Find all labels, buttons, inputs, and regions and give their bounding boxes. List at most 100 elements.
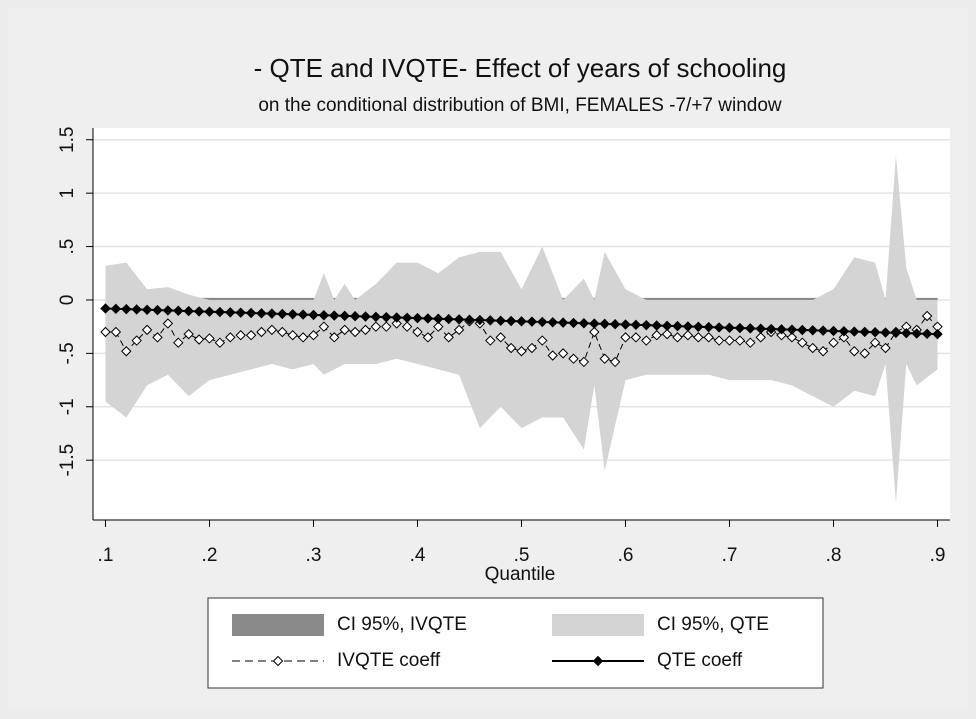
coeff-marker bbox=[297, 309, 309, 320]
coeff-marker bbox=[391, 318, 402, 329]
coeff-marker bbox=[609, 319, 621, 330]
coeff-marker bbox=[921, 310, 933, 322]
coeff-marker bbox=[433, 313, 444, 324]
coeff-marker bbox=[786, 324, 798, 335]
coeff-marker bbox=[641, 335, 652, 346]
coeff-marker bbox=[308, 330, 319, 341]
coeff-marker bbox=[557, 317, 569, 328]
coeff-marker bbox=[828, 337, 839, 348]
coeff-marker bbox=[807, 325, 818, 336]
coeff-marker bbox=[401, 321, 413, 332]
coeff-marker bbox=[214, 337, 226, 348]
coeff-marker bbox=[131, 304, 142, 315]
coeff-marker bbox=[568, 317, 579, 329]
coeff-marker bbox=[630, 332, 642, 343]
coeff-marker bbox=[422, 332, 434, 343]
coeff-marker bbox=[339, 310, 350, 322]
coeff-marker bbox=[526, 342, 538, 354]
coeff-marker bbox=[453, 314, 465, 325]
coeff-marker bbox=[266, 324, 278, 336]
coeff-marker bbox=[360, 311, 371, 322]
coeff-marker bbox=[391, 312, 402, 323]
legend-swatch bbox=[552, 614, 644, 636]
x-tick-label: .9 bbox=[930, 545, 946, 566]
coeff-marker bbox=[745, 337, 756, 348]
coeff-marker bbox=[422, 313, 434, 324]
x-tick-label: .3 bbox=[306, 545, 322, 566]
coeff-marker bbox=[765, 323, 777, 335]
coeff-marker bbox=[433, 321, 444, 332]
coeff-marker bbox=[204, 333, 215, 344]
coeff-marker bbox=[776, 330, 787, 341]
y-tick-label: 1.5 bbox=[57, 127, 78, 153]
coeff-marker bbox=[911, 328, 922, 339]
coeff-marker bbox=[537, 316, 548, 328]
coeff-marker bbox=[193, 306, 205, 317]
coeff-marker bbox=[214, 306, 226, 318]
y-tick-label: -1 bbox=[57, 398, 78, 415]
coeff-marker bbox=[121, 346, 132, 357]
coeff-marker bbox=[651, 330, 662, 341]
coeff-marker bbox=[193, 334, 205, 345]
coeff-marker bbox=[443, 313, 454, 325]
coeff-marker bbox=[589, 318, 600, 329]
coeff-marker bbox=[277, 308, 288, 320]
coeff-marker bbox=[682, 330, 694, 341]
coeff-marker bbox=[921, 328, 933, 340]
x-tick-label: .1 bbox=[98, 545, 114, 566]
x-tick-label: .7 bbox=[722, 545, 738, 566]
coeff-marker bbox=[589, 326, 600, 338]
coeff-marker bbox=[162, 318, 174, 329]
coeff-marker bbox=[755, 332, 766, 343]
coeff-marker bbox=[901, 327, 912, 339]
coeff-marker bbox=[693, 321, 704, 332]
coeff-marker bbox=[682, 321, 694, 332]
coeff-marker bbox=[797, 324, 808, 336]
chart-title: - QTE and IVQTE- Effect of years of scho… bbox=[254, 53, 787, 83]
coeff-marker bbox=[152, 332, 163, 343]
coeff-marker bbox=[141, 324, 153, 336]
coeff-marker bbox=[318, 310, 330, 321]
coeff-marker bbox=[620, 319, 631, 330]
coeff-marker bbox=[401, 312, 413, 324]
coeff-marker bbox=[225, 307, 236, 318]
x-tick-label: .8 bbox=[826, 545, 842, 566]
coeff-marker bbox=[838, 326, 850, 337]
coeff-marker bbox=[297, 332, 309, 343]
coeff-marker bbox=[256, 326, 267, 338]
x-tick-label: .2 bbox=[202, 545, 218, 566]
coeff-marker bbox=[526, 316, 538, 327]
coeff-marker bbox=[745, 323, 756, 334]
coeff-marker bbox=[828, 325, 839, 337]
coeff-marker bbox=[547, 317, 558, 328]
coeff-marker bbox=[318, 321, 330, 332]
coeff-marker bbox=[797, 337, 808, 348]
legend-marker bbox=[592, 655, 604, 667]
coeff-marker bbox=[755, 323, 766, 334]
coeff-marker bbox=[568, 353, 579, 364]
coeff-marker bbox=[245, 330, 257, 341]
x-tick-label: .4 bbox=[410, 545, 426, 566]
legend-label: QTE coeff bbox=[657, 650, 743, 671]
legend-label: CI 95%, IVQTE bbox=[337, 614, 467, 635]
coeff-marker bbox=[734, 322, 746, 334]
coeff-marker bbox=[672, 332, 683, 343]
coeff-marker bbox=[516, 346, 527, 357]
coeff-marker bbox=[609, 356, 621, 368]
coeff-marker bbox=[173, 305, 184, 316]
coeff-marker bbox=[672, 320, 683, 332]
coeff-marker bbox=[651, 320, 662, 331]
coeff-marker bbox=[370, 321, 382, 332]
y-tick-label: -.5 bbox=[57, 342, 78, 364]
coeff-marker bbox=[599, 353, 610, 364]
coeff-marker bbox=[412, 312, 423, 324]
coeff-marker bbox=[807, 342, 818, 354]
coeff-marker bbox=[817, 325, 829, 336]
coeff-marker bbox=[703, 332, 714, 343]
coeff-marker bbox=[381, 321, 392, 332]
coeff-marker bbox=[349, 310, 361, 322]
coeff-marker bbox=[453, 324, 465, 336]
coeff-marker bbox=[724, 335, 735, 346]
coeff-marker bbox=[859, 326, 870, 338]
coeff-marker bbox=[849, 346, 860, 357]
